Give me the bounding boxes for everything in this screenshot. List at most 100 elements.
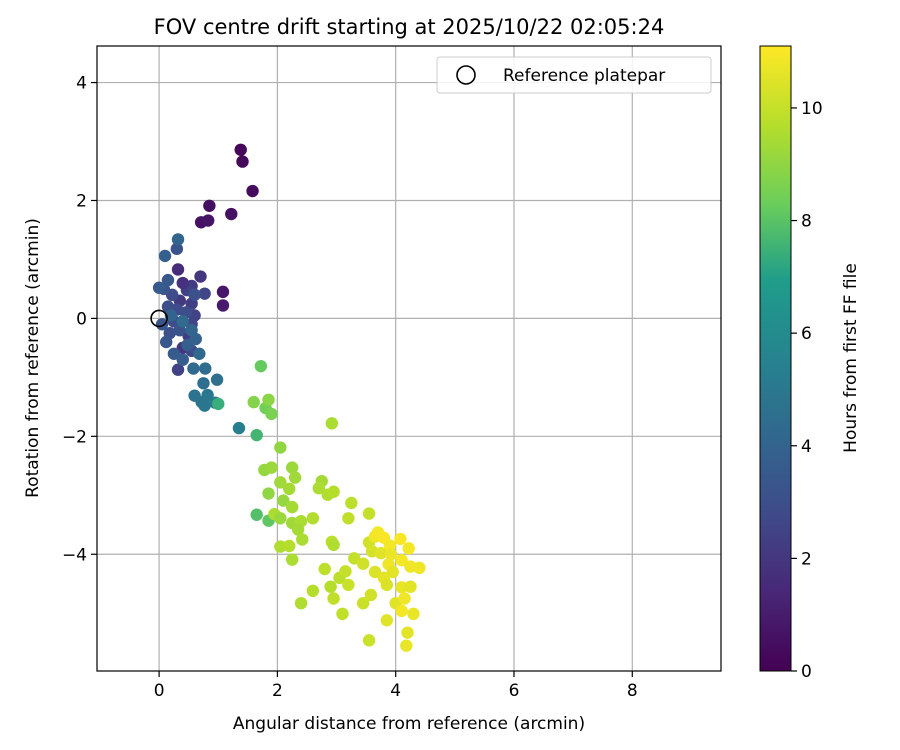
plot-area-frame — [96, 45, 722, 672]
data-point — [283, 482, 296, 496]
data-point — [262, 393, 275, 406]
data-point — [201, 388, 214, 402]
data-point — [171, 233, 185, 246]
data-point — [386, 565, 399, 579]
data-point — [187, 362, 200, 375]
data-point — [327, 592, 340, 605]
data-point — [306, 512, 320, 525]
data-point — [274, 540, 287, 553]
x-tick-label: 2 — [272, 681, 283, 701]
x-axis-label: Angular distance from reference (arcmin) — [233, 714, 585, 734]
data-point — [336, 607, 349, 621]
colorbar-tick-label: 8 — [801, 212, 812, 232]
data-points — [152, 143, 426, 652]
data-point — [265, 461, 278, 474]
data-point — [285, 461, 299, 474]
data-point — [193, 347, 206, 360]
data-point — [394, 532, 407, 546]
chart-title: FOV centre drift starting at 2025/10/22 … — [154, 15, 665, 39]
data-point — [246, 184, 259, 198]
data-point — [277, 494, 290, 507]
colorbar-label: Hours from first FF file — [841, 263, 861, 453]
data-point — [402, 542, 415, 555]
data-point — [374, 546, 388, 560]
data-point — [236, 155, 249, 168]
data-point — [288, 471, 302, 484]
x-tick-label: 0 — [154, 681, 165, 701]
data-point — [362, 507, 376, 520]
data-point — [291, 523, 305, 536]
data-point — [356, 596, 370, 610]
data-point — [368, 565, 382, 579]
data-point — [198, 399, 211, 412]
data-point — [283, 539, 296, 553]
data-point — [171, 263, 185, 276]
data-point — [203, 199, 216, 212]
data-point — [327, 538, 340, 552]
data-point — [380, 614, 394, 627]
data-point — [345, 496, 358, 510]
data-point — [400, 639, 413, 652]
colorbar-tick-label: 4 — [801, 437, 812, 457]
y-tick-label: −4 — [62, 545, 87, 565]
data-point — [197, 377, 210, 390]
data-point — [194, 270, 207, 283]
data-point — [254, 359, 268, 373]
plot-area-background — [97, 46, 721, 671]
data-point — [225, 207, 238, 221]
data-point — [198, 287, 211, 300]
data-point — [285, 553, 299, 566]
legend-box — [436, 56, 712, 94]
data-point — [395, 604, 408, 618]
data-point — [395, 553, 408, 567]
x-axis-ticks: 0 2 4 6 8 — [154, 671, 638, 701]
data-point — [188, 288, 201, 302]
colorbar-tick-label: 2 — [801, 549, 812, 569]
data-point — [404, 580, 417, 593]
data-point — [152, 281, 166, 294]
data-point — [306, 584, 320, 598]
data-point — [285, 500, 299, 514]
data-point — [265, 407, 278, 421]
data-point — [216, 299, 230, 312]
data-point — [161, 273, 175, 287]
data-point — [210, 373, 224, 386]
x-tick-label: 4 — [390, 681, 401, 701]
data-point — [274, 476, 287, 489]
data-point — [158, 249, 172, 263]
data-point — [250, 508, 263, 521]
data-point — [312, 482, 326, 495]
data-point — [212, 397, 225, 411]
y-tick-label: 0 — [76, 309, 87, 329]
data-point — [199, 362, 212, 375]
data-point — [398, 592, 411, 605]
data-point — [170, 242, 184, 256]
data-point — [362, 634, 376, 647]
colorbar-ticks: 0 2 4 6 8 10 — [791, 99, 823, 682]
colorbar-tick-label: 10 — [801, 99, 823, 119]
y-axis-label: Rotation from reference (arcmin) — [23, 218, 43, 498]
colorbar — [759, 45, 792, 672]
y-tick-label: 2 — [76, 191, 87, 211]
colorbar-tick-label: 6 — [801, 324, 812, 344]
data-point — [262, 487, 275, 500]
data-point — [356, 557, 370, 570]
data-point — [339, 565, 352, 578]
legend-label-reference-platepar: Reference platepar — [503, 66, 665, 86]
legend-open-circle-icon — [456, 65, 476, 85]
data-point — [325, 417, 339, 430]
data-point — [407, 607, 420, 621]
data-point — [342, 578, 355, 592]
data-point — [364, 588, 378, 602]
data-point — [185, 323, 198, 337]
y-tick-label: −2 — [62, 427, 87, 447]
data-point — [294, 596, 308, 610]
data-point — [160, 335, 173, 349]
x-tick-label: 8 — [627, 681, 638, 701]
data-point — [327, 485, 340, 498]
data-point — [216, 285, 230, 299]
data-point — [413, 561, 426, 575]
y-axis-ticks: −4 −2 0 2 4 — [62, 74, 97, 565]
data-point — [250, 428, 263, 442]
